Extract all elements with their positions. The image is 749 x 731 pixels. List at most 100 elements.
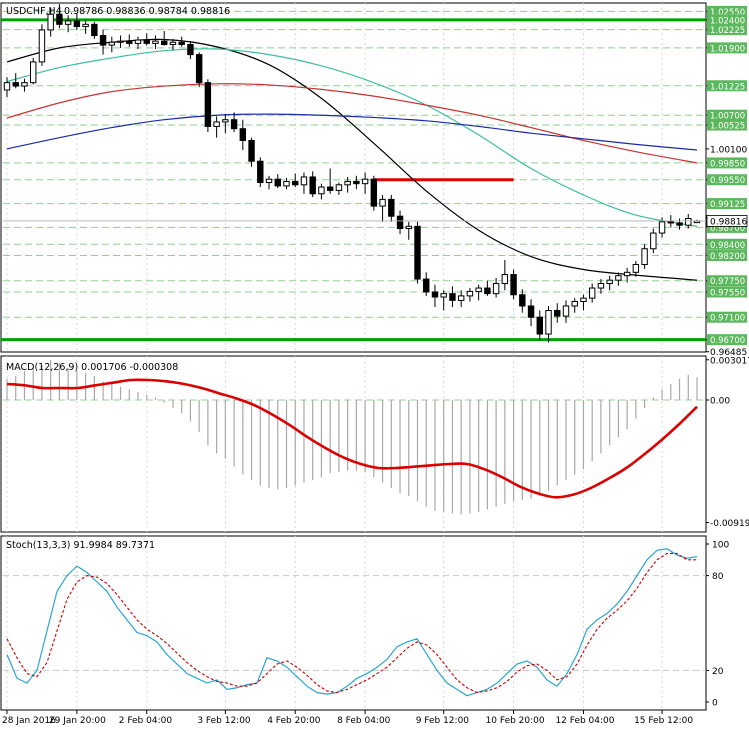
x-axis-label: 9 Feb 12:00: [416, 716, 470, 726]
candle: [519, 289, 526, 313]
candle-body: [545, 309, 552, 335]
candle: [12, 73, 19, 89]
price-tag-label: 1.00700: [710, 112, 745, 122]
macd-panel[interactable]: 0.003017 0.00 -0.00919: [0, 355, 749, 533]
stoch-main-line: [6, 548, 698, 697]
candle-body: [169, 41, 177, 46]
candle: [597, 279, 605, 294]
candle: [431, 284, 439, 308]
candle: [169, 38, 177, 51]
candle: [361, 172, 369, 194]
price-tag-label: 0.99125: [710, 200, 745, 210]
candle: [56, 4, 63, 29]
candle: [161, 31, 168, 46]
candle-body: [178, 41, 185, 46]
candle-body: [492, 283, 500, 295]
candle-body: [510, 274, 517, 296]
macd-axis-label: 0.00: [710, 397, 730, 407]
candle: [536, 310, 543, 341]
candle-body: [3, 82, 11, 91]
candle: [204, 79, 212, 133]
price-tag-box: [707, 119, 747, 131]
macd-axis-label: 0.003017: [710, 356, 749, 366]
candle-body: [440, 293, 447, 298]
candle: [213, 116, 220, 138]
candle: [300, 172, 308, 194]
candle-body: [248, 139, 255, 162]
candle-body: [597, 283, 605, 289]
candle: [615, 272, 622, 286]
candle-body: [204, 82, 212, 127]
price-tag-label: 0.96700: [710, 336, 745, 346]
candle-body: [554, 309, 561, 317]
candle-body: [161, 40, 168, 46]
candle-body: [466, 290, 474, 297]
candle: [292, 173, 299, 188]
candle-body: [47, 13, 54, 31]
candle-body: [405, 225, 412, 230]
candle: [475, 284, 482, 301]
macd-axis-label: -0.00919: [710, 519, 749, 529]
candle-body: [222, 119, 229, 123]
x-axis-label: 10 Feb 20:00: [486, 716, 545, 726]
candle: [283, 178, 290, 190]
candle-body: [134, 39, 142, 44]
candle-body: [344, 180, 351, 186]
stoch-header: Stoch(13,3,3) 91.9984 89.7371: [6, 540, 155, 551]
x-axis-label: 2 Feb 04:00: [119, 716, 173, 726]
candle-body: [388, 198, 395, 217]
price-axis-label: 0.96485: [710, 348, 747, 358]
price-tag-box: [707, 109, 747, 121]
candle-body: [588, 287, 596, 299]
candle: [318, 183, 325, 200]
candle: [423, 272, 430, 296]
candle: [117, 35, 124, 48]
price-header-symbol: USDCHF,H4: [6, 6, 62, 17]
candle-body: [108, 41, 116, 46]
price-tag-box: [707, 14, 747, 26]
price-tag-box: [707, 24, 747, 36]
candle: [554, 303, 561, 323]
candle: [527, 299, 535, 327]
candle: [344, 176, 351, 193]
candle-body: [449, 293, 456, 301]
x-axis-label: 28 Jan 2016: [2, 716, 56, 726]
stoch-frame: [0, 535, 707, 711]
candle: [326, 168, 334, 194]
candle: [309, 171, 316, 198]
candle: [64, 15, 72, 33]
candle: [353, 175, 360, 190]
candle: [379, 194, 386, 222]
price-tag-label: 0.97100: [710, 314, 745, 324]
candle-body: [64, 20, 72, 25]
candle: [449, 286, 456, 308]
candle: [99, 29, 107, 55]
candle-body: [414, 225, 421, 280]
candle-body: [527, 305, 535, 318]
candle-body: [91, 23, 98, 37]
candle-body: [292, 180, 299, 186]
price-tag-label: 1.02400: [710, 16, 745, 26]
x-axis-label: 29 Jan 20:00: [49, 716, 106, 726]
price-header-ohlc: 0.98786 0.98836 0.98784 0.98816: [64, 6, 230, 17]
candle: [484, 280, 491, 296]
candle: [440, 290, 447, 311]
x-axis-label: 15 Feb 12:00: [634, 716, 693, 726]
stoch-axis-label: 0: [712, 699, 718, 709]
candle-body: [650, 232, 657, 250]
candle: [466, 288, 474, 302]
candle-body: [475, 287, 482, 292]
candle-body: [501, 274, 509, 285]
x-axis-label: 3 Feb 12:00: [197, 716, 251, 726]
candle: [405, 221, 412, 240]
stoch-axis-label: 100: [712, 541, 729, 551]
candle: [73, 13, 81, 30]
candle: [248, 137, 255, 167]
candle-body: [685, 217, 692, 226]
stoch-panel[interactable]: 100 80 20 0: [0, 535, 729, 711]
price-tag-label: 0.99550: [710, 176, 745, 186]
candle: [239, 119, 247, 151]
